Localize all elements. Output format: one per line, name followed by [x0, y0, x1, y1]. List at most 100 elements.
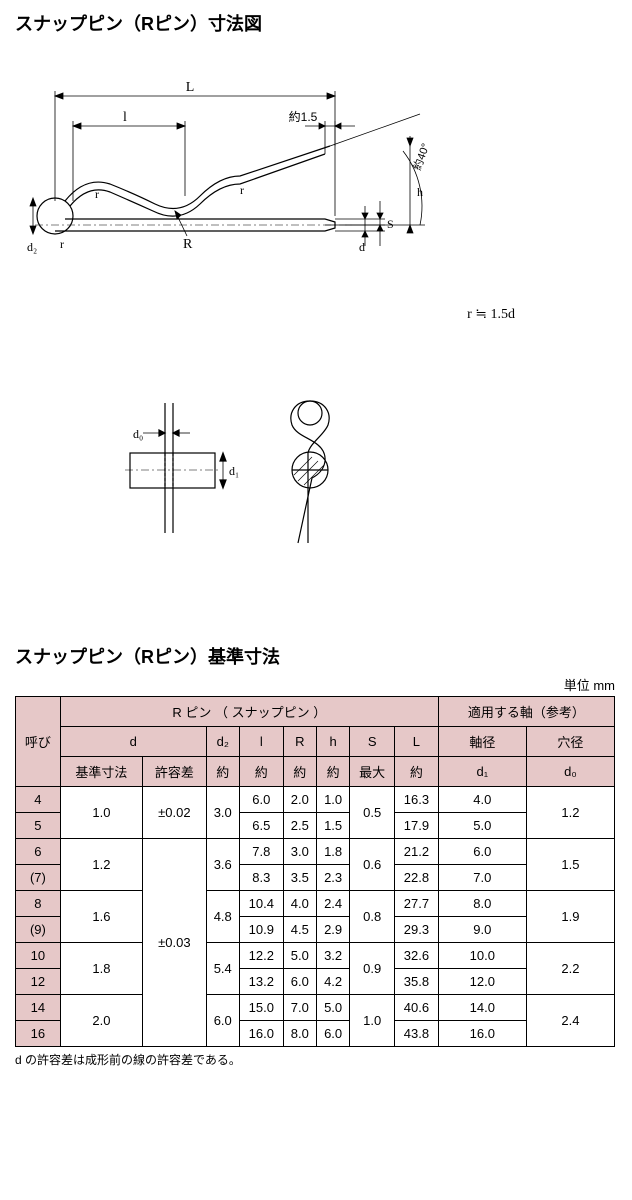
cell-yobi: 16	[16, 1021, 61, 1047]
hdr-d0: d₀	[526, 757, 614, 787]
r-equation: r ≒ 1.5d	[15, 306, 515, 323]
cell: 2.9	[316, 917, 349, 943]
cell: 21.2	[395, 839, 439, 865]
dim-r3: r	[60, 237, 64, 251]
cell: 5.4	[206, 943, 239, 995]
cell: 14.0	[438, 995, 526, 1021]
cell: 8.0	[283, 1021, 316, 1047]
cell-yobi: 4	[16, 787, 61, 813]
cell: 1.9	[526, 891, 614, 943]
hdr-R: R	[283, 727, 316, 757]
cell: 7.0	[283, 995, 316, 1021]
cell: 10.9	[239, 917, 283, 943]
dim-approx15: 約1.5	[289, 109, 318, 124]
main-diagram: L l 約1.5 r r r R d₂	[25, 76, 445, 296]
cell: 1.6	[60, 891, 142, 943]
cell: 27.7	[395, 891, 439, 917]
cell: 2.2	[526, 943, 614, 995]
cell-yobi: (7)	[16, 865, 61, 891]
cell: 3.0	[283, 839, 316, 865]
hdr-R-approx: 約	[283, 757, 316, 787]
cell: 9.0	[438, 917, 526, 943]
cell: 3.6	[206, 839, 239, 891]
cell: 8.3	[239, 865, 283, 891]
cell: 6.0	[283, 969, 316, 995]
cell: 13.2	[239, 969, 283, 995]
hdr-S: S	[350, 727, 395, 757]
cell: 10.0	[438, 943, 526, 969]
dim-h: h	[417, 185, 423, 199]
cell: 4.8	[206, 891, 239, 943]
table-title: スナップピン（Rピン）基準寸法	[15, 643, 617, 669]
cell: 6.5	[239, 813, 283, 839]
hdr-L-approx: 約	[395, 757, 439, 787]
hdr-tol: 許容差	[143, 757, 207, 787]
hdr-h-approx: 約	[316, 757, 349, 787]
cell: 17.9	[395, 813, 439, 839]
cell: 12.0	[438, 969, 526, 995]
cell: 2.0	[60, 995, 142, 1047]
cell: 10.4	[239, 891, 283, 917]
cell: 40.6	[395, 995, 439, 1021]
page-title: スナップピン（Rピン）寸法図	[15, 10, 617, 36]
cell: 6.0	[206, 995, 239, 1047]
cell: 1.8	[60, 943, 142, 995]
cell: 16.0	[438, 1021, 526, 1047]
dim-R: R	[183, 237, 193, 252]
cell: 2.4	[526, 995, 614, 1047]
cell-yobi: 5	[16, 813, 61, 839]
hdr-shaft-dia: 軸径	[438, 727, 526, 757]
cell: 1.8	[316, 839, 349, 865]
cell: 32.6	[395, 943, 439, 969]
cell: 29.3	[395, 917, 439, 943]
cell: ±0.02	[143, 787, 207, 839]
cell: 1.2	[60, 839, 142, 891]
cell-yobi: 12	[16, 969, 61, 995]
dim-angle: 約40°	[410, 141, 433, 172]
cell: 4.5	[283, 917, 316, 943]
unit-label: 単位 mm	[15, 675, 615, 694]
cell: 12.2	[239, 943, 283, 969]
hdr-L: L	[395, 727, 439, 757]
cell: 6.0	[239, 787, 283, 813]
cell: 15.0	[239, 995, 283, 1021]
cell-yobi: 14	[16, 995, 61, 1021]
cell: 3.0	[206, 787, 239, 839]
cell-yobi: (9)	[16, 917, 61, 943]
cell: 4.2	[316, 969, 349, 995]
hdr-d1: d₁	[438, 757, 526, 787]
hdr-S-max: 最大	[350, 757, 395, 787]
dim-d: d	[359, 240, 365, 254]
cell: 5.0	[283, 943, 316, 969]
cell: 4.0	[283, 891, 316, 917]
hdr-d: d	[60, 727, 206, 757]
dim-r2: r	[240, 183, 244, 197]
hdr-shaft: 適用する軸（参考）	[438, 697, 614, 727]
dim-l: l	[123, 110, 127, 125]
hdr-yobi: 呼び	[16, 697, 61, 787]
cell: 5.0	[438, 813, 526, 839]
footnote: d の許容差は成形前の線の許容差である。	[15, 1051, 615, 1068]
hdr-l: l	[239, 727, 283, 757]
cell: 16.0	[239, 1021, 283, 1047]
cell: 2.0	[283, 787, 316, 813]
cell: 1.5	[316, 813, 349, 839]
cell-yobi: 6	[16, 839, 61, 865]
dim-r1: r	[95, 187, 99, 201]
dimension-table: 呼び R ピン （ スナップピン ） 適用する軸（参考） d d₂ l R h …	[15, 696, 615, 1047]
dim-L: L	[186, 80, 195, 95]
cell: 0.5	[350, 787, 395, 839]
cell: ±0.03	[143, 839, 207, 1047]
cell: 3.5	[283, 865, 316, 891]
cell: 43.8	[395, 1021, 439, 1047]
cell: 3.2	[316, 943, 349, 969]
aux-diagram: d₀ d₁	[95, 383, 375, 563]
cell: 0.8	[350, 891, 395, 943]
cell: 1.0	[60, 787, 142, 839]
cell: 1.0	[350, 995, 395, 1047]
dim-d0: d₀	[133, 427, 143, 441]
cell: 1.2	[526, 787, 614, 839]
cell: 2.4	[316, 891, 349, 917]
dim-S: S	[387, 217, 394, 231]
cell: 5.0	[316, 995, 349, 1021]
